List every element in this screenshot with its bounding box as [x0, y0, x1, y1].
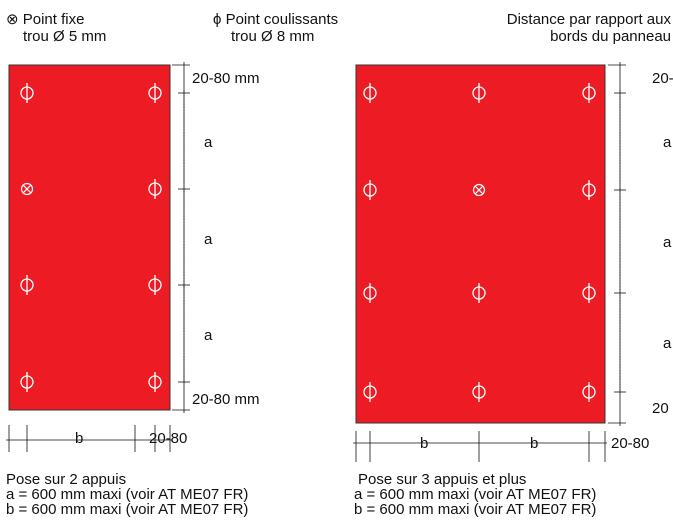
sliding-point-hole: trou Ø 8 mm: [231, 28, 315, 45]
left-spacing-label: a: [204, 327, 213, 344]
left-width-label: b: [75, 430, 83, 447]
legend-fixed-point: ⊗ Point fixe: [6, 12, 84, 28]
right-width-edge-label: 20-80: [611, 435, 649, 452]
sliding-point-icon: ϕ: [213, 11, 222, 28]
left-vertical-dimension: [172, 62, 190, 413]
right-caption-b: b = 600 mm maxi (voir AT ME07 FR): [354, 501, 597, 518]
right-width-label: b: [530, 435, 538, 452]
left-spacing-label: a: [204, 134, 213, 151]
left-caption-title: Pose sur 2 appuis: [6, 471, 127, 488]
left-horizontal-dimension: [6, 425, 172, 452]
right-caption-title: Pose sur 3 appuis et plus: [358, 471, 527, 488]
left-panel: [8, 64, 171, 411]
fixed-point-hole: trou Ø 5 mm: [23, 28, 107, 45]
left-spacing-label: a: [204, 231, 213, 248]
right-width-label: b: [420, 435, 428, 452]
legend-sliding-point: ϕ Point coulissants: [213, 12, 338, 28]
right-spacing-label: a: [663, 134, 672, 151]
right-spacing-label: a: [663, 234, 672, 251]
right-vertical-dimension: [608, 62, 626, 426]
left-edge-top-label: 20-80 mm: [192, 70, 260, 87]
legend-distance-line2: bords du panneau: [550, 28, 671, 45]
right-caption-a: a = 600 mm maxi (voir AT ME07 FR): [354, 486, 597, 503]
left-caption-b: b = 600 mm maxi (voir AT ME07 FR): [6, 501, 249, 518]
left-edge-bottom-label: 20-80 mm: [192, 391, 260, 408]
fixed-point-label: Point fixe: [22, 11, 85, 28]
left-caption-a: a = 600 mm maxi (voir AT ME07 FR): [6, 486, 249, 503]
right-edge-bottom-label: 20: [652, 400, 669, 417]
right-spacing-label: a: [663, 335, 672, 352]
legend-distance-line1: Distance par rapport aux: [506, 11, 671, 28]
sliding-point-label: Point coulissants: [225, 11, 339, 28]
left-width-edge-label: 20-80: [149, 430, 187, 447]
fixed-point-icon: ⊗: [6, 11, 19, 28]
right-edge-top-label: 20-: [652, 70, 673, 87]
right-panel: [355, 64, 606, 424]
right-horizontal-dimension: [353, 431, 607, 462]
